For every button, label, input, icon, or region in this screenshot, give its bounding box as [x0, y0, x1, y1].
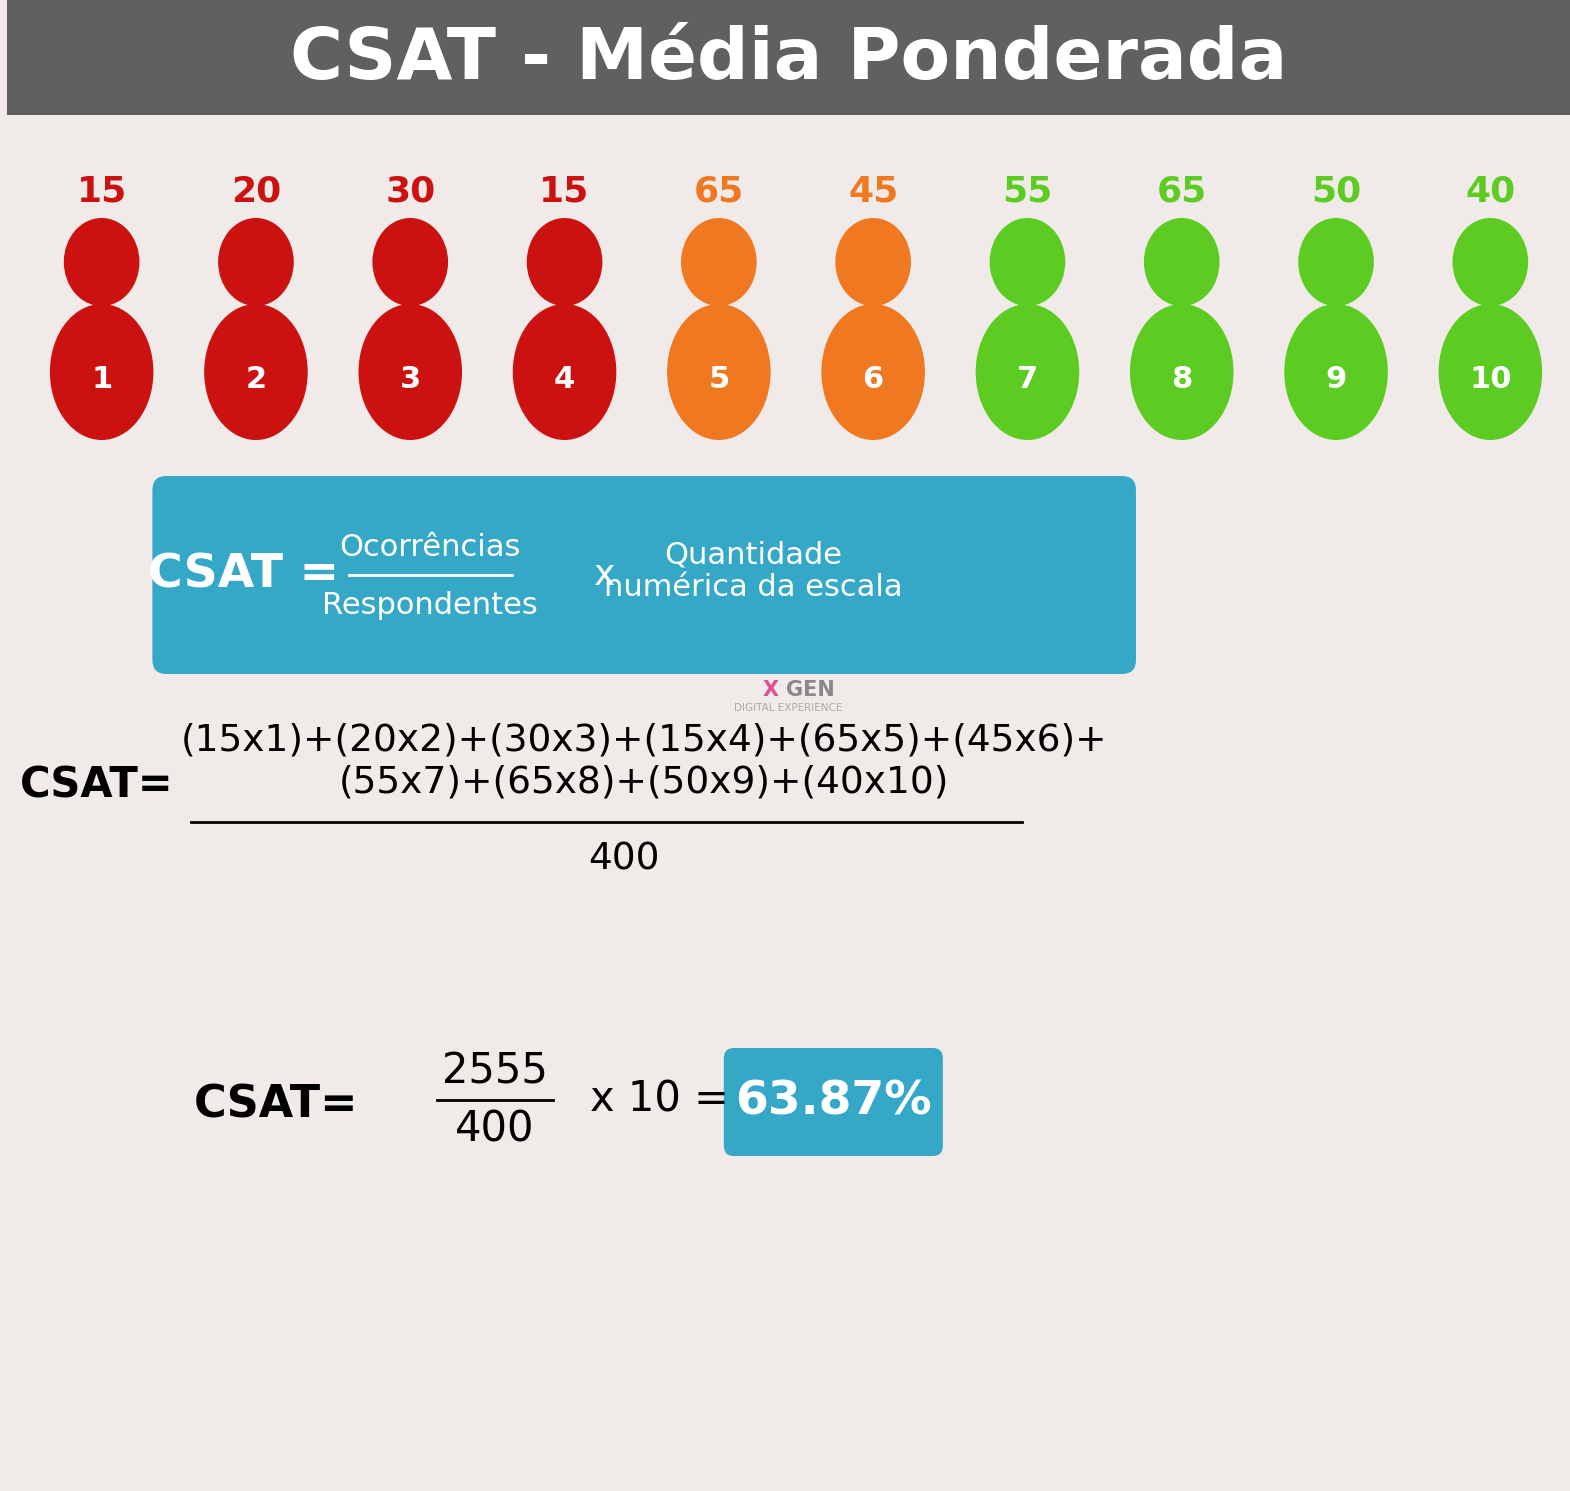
Ellipse shape — [526, 218, 603, 306]
Ellipse shape — [358, 304, 462, 440]
Ellipse shape — [1452, 218, 1528, 306]
FancyBboxPatch shape — [724, 1048, 944, 1156]
Text: X: X — [763, 680, 779, 699]
Ellipse shape — [1145, 218, 1220, 306]
Ellipse shape — [64, 218, 140, 306]
Ellipse shape — [1284, 304, 1388, 440]
Text: x: x — [593, 558, 615, 592]
Text: Ocorrências: Ocorrências — [339, 532, 521, 562]
Text: CSAT=: CSAT= — [193, 1084, 358, 1127]
Text: Quantidade: Quantidade — [664, 541, 843, 570]
Ellipse shape — [667, 304, 771, 440]
Text: 15: 15 — [77, 174, 127, 209]
Text: 7: 7 — [1017, 365, 1038, 395]
Text: CSAT=: CSAT= — [20, 763, 173, 807]
Text: 400: 400 — [455, 1109, 535, 1151]
Text: 400: 400 — [589, 842, 659, 878]
Text: 9: 9 — [1325, 365, 1347, 395]
Text: 50: 50 — [1311, 174, 1361, 209]
Text: CSAT =: CSAT = — [149, 553, 339, 598]
Text: 65: 65 — [694, 174, 744, 209]
Text: 6: 6 — [862, 365, 884, 395]
Ellipse shape — [513, 304, 617, 440]
Text: 2555: 2555 — [441, 1051, 548, 1093]
Ellipse shape — [50, 304, 154, 440]
Ellipse shape — [975, 304, 1079, 440]
Text: (15x1)+(20x2)+(30x3)+(15x4)+(65x5)+(45x6)+: (15x1)+(20x2)+(30x3)+(15x4)+(65x5)+(45x6… — [181, 722, 1107, 757]
Text: 4: 4 — [554, 365, 575, 395]
Text: 20: 20 — [231, 174, 281, 209]
Text: 55: 55 — [1002, 174, 1052, 209]
Ellipse shape — [372, 218, 447, 306]
Text: 63.87%: 63.87% — [735, 1079, 931, 1124]
Ellipse shape — [1130, 304, 1234, 440]
Text: 40: 40 — [1465, 174, 1515, 209]
Ellipse shape — [989, 218, 1066, 306]
Text: 45: 45 — [848, 174, 898, 209]
Text: 8: 8 — [1171, 365, 1192, 395]
Ellipse shape — [1298, 218, 1374, 306]
Text: GEN: GEN — [787, 680, 835, 699]
Ellipse shape — [218, 218, 294, 306]
Text: 15: 15 — [540, 174, 590, 209]
Text: 1: 1 — [91, 365, 113, 395]
Ellipse shape — [204, 304, 308, 440]
Ellipse shape — [835, 218, 911, 306]
Text: 65: 65 — [1157, 174, 1207, 209]
FancyBboxPatch shape — [152, 476, 1137, 674]
Text: 2: 2 — [245, 365, 267, 395]
Ellipse shape — [821, 304, 925, 440]
Text: x 10 =: x 10 = — [590, 1079, 728, 1121]
Text: numérica da escala: numérica da escala — [604, 573, 903, 601]
Text: 3: 3 — [400, 365, 421, 395]
Ellipse shape — [681, 218, 757, 306]
Ellipse shape — [1438, 304, 1542, 440]
Text: (55x7)+(65x8)+(50x9)+(40x10): (55x7)+(65x8)+(50x9)+(40x10) — [339, 763, 950, 801]
Text: 30: 30 — [385, 174, 435, 209]
FancyBboxPatch shape — [6, 0, 1570, 115]
Text: CSAT - Média Ponderada: CSAT - Média Ponderada — [290, 25, 1287, 94]
Text: DIGITAL EXPERIENCE: DIGITAL EXPERIENCE — [735, 702, 843, 713]
Text: 10: 10 — [1470, 365, 1512, 395]
Text: Respondentes: Respondentes — [322, 590, 539, 619]
Text: 5: 5 — [708, 365, 730, 395]
